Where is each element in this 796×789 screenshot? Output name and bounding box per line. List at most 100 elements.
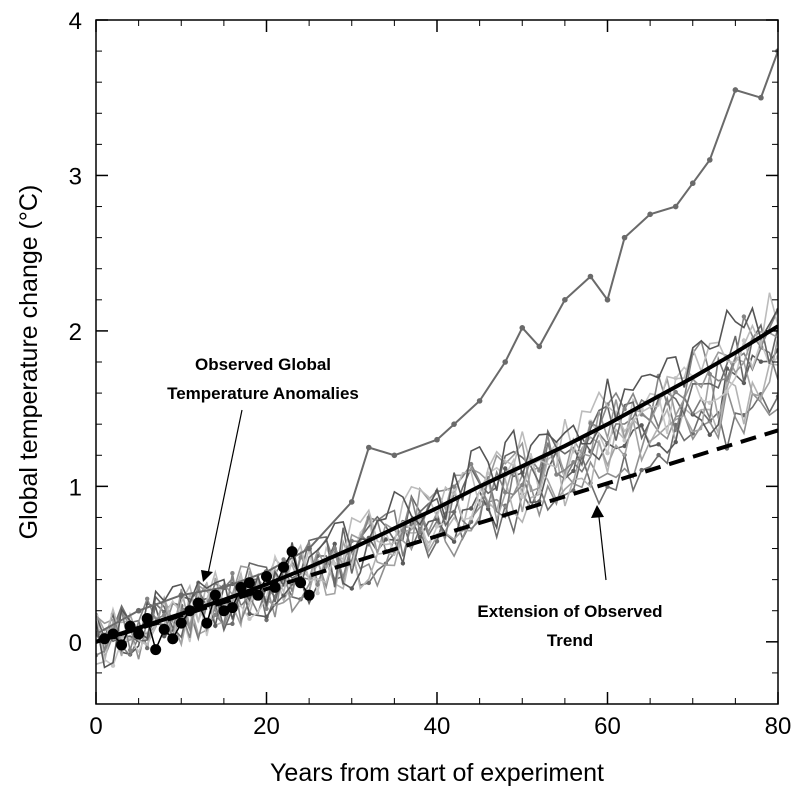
ensemble-member-point xyxy=(264,606,269,611)
high-member-point xyxy=(604,297,611,303)
y-tick-label: 2 xyxy=(69,319,82,346)
ensemble-member-point xyxy=(230,571,235,576)
ensemble-member-point xyxy=(537,468,542,473)
ensemble-member-point xyxy=(588,421,593,426)
ensemble-member-point xyxy=(485,503,491,509)
observed-point xyxy=(243,577,255,589)
observed-arrowhead xyxy=(201,570,213,582)
ensemble-member-point xyxy=(741,314,747,319)
trend-extension-line xyxy=(96,428,778,644)
x-tick-label: 20 xyxy=(253,713,280,740)
ensemble-member-point xyxy=(230,621,235,626)
ensemble-member-point xyxy=(622,443,627,449)
ensemble-member-point xyxy=(468,461,474,467)
ensemble-member-point xyxy=(707,432,712,437)
ensemble-member-point xyxy=(434,524,440,529)
high-member-point xyxy=(306,545,312,552)
ensemble-member-point xyxy=(247,616,252,621)
high-member-point xyxy=(562,297,568,303)
ensemble-member-point xyxy=(417,535,423,540)
x-tick-label: 60 xyxy=(594,713,621,740)
high-member-point xyxy=(689,180,696,187)
ensemble-member-line xyxy=(96,346,778,658)
ensemble-member-point xyxy=(417,529,423,535)
observed-point xyxy=(124,620,136,632)
x-tick-label: 80 xyxy=(765,713,792,740)
high-member-point xyxy=(451,421,457,427)
ensemble-member-point xyxy=(537,489,542,494)
ensemble-member-point xyxy=(639,467,644,473)
ensemble-member-point xyxy=(520,482,525,488)
y-tick-label: 3 xyxy=(69,163,82,190)
y-tick-label: 4 xyxy=(69,8,82,35)
x-tick-label: 0 xyxy=(89,713,102,740)
high-member-point xyxy=(707,157,713,163)
ensemble-member-point xyxy=(605,450,610,456)
observed-point xyxy=(209,589,221,601)
trend-annotation-leader xyxy=(597,507,607,581)
high-member-point xyxy=(587,273,594,280)
ensemble-member-point xyxy=(520,494,525,499)
trend-arrowhead xyxy=(591,505,604,518)
ensemble-member-point xyxy=(434,539,440,544)
high-member-point xyxy=(621,234,628,241)
high-member-point xyxy=(536,343,543,350)
ensemble-member-point xyxy=(264,614,269,619)
observed-point xyxy=(218,605,230,617)
ensemble-mean-line xyxy=(96,324,778,644)
ensemble-member-point xyxy=(315,582,320,587)
ensemble-member-point xyxy=(673,389,678,395)
ensemble-member-point xyxy=(503,490,508,495)
observed-point xyxy=(175,617,187,629)
observed-point xyxy=(150,644,162,656)
axes: 0 20 40 60 80 0 1 2 3 4 xyxy=(69,8,792,740)
observed-point xyxy=(278,561,290,573)
ensemble-member-point xyxy=(707,400,712,405)
observed-point xyxy=(235,581,247,593)
ensemble-member-point xyxy=(315,590,320,596)
high-member-point xyxy=(135,607,142,614)
ensemble-member-point xyxy=(213,612,218,617)
ensemble-member-point xyxy=(434,517,440,522)
ensemble-member-point xyxy=(281,593,286,598)
high-member-point xyxy=(732,87,739,93)
ensemble-member-point xyxy=(162,634,167,639)
ensemble-member-point xyxy=(298,555,303,560)
ensemble-member-point xyxy=(127,647,133,653)
observed-point xyxy=(269,581,281,593)
ensemble-member-point xyxy=(145,596,150,601)
high-member-point xyxy=(647,211,653,218)
ensemble-member-point xyxy=(332,541,337,547)
ensemble-member-point xyxy=(639,423,644,428)
ensemble-member-point xyxy=(366,580,371,586)
observed-annotation-line-2: Temperature Anomalies xyxy=(167,384,359,403)
observed-point xyxy=(133,628,145,640)
ensemble-member-point xyxy=(162,612,167,618)
ensemble-member-point xyxy=(451,484,457,489)
ensemble-member-point xyxy=(332,561,337,567)
high-member-point xyxy=(758,94,764,101)
ensemble-member-point xyxy=(281,557,286,562)
high-member-line xyxy=(96,50,778,635)
observed-point xyxy=(286,546,298,558)
ensemble-member-point xyxy=(332,546,337,551)
ensemble-member-point xyxy=(656,452,661,458)
observed-point xyxy=(107,628,119,640)
observed-point xyxy=(295,577,307,589)
high-member-point xyxy=(519,325,526,331)
observed-annotation-leader xyxy=(207,409,243,575)
observed-point xyxy=(192,597,204,609)
high-member-point xyxy=(221,584,227,591)
ensemble-member-point xyxy=(673,439,678,445)
ensemble-member-point xyxy=(503,466,508,471)
high-member-point xyxy=(434,436,440,443)
ensemble-member-point xyxy=(554,472,559,477)
ensemble-member-point xyxy=(724,376,730,381)
y-axis-label: Global temperature change (°C) xyxy=(15,185,43,540)
high-member-point xyxy=(391,452,398,459)
ensemble-member-point xyxy=(213,623,218,628)
ensemble-member-point xyxy=(571,460,576,465)
ensemble-member-point xyxy=(571,468,576,474)
ensemble-member-point xyxy=(656,442,661,447)
